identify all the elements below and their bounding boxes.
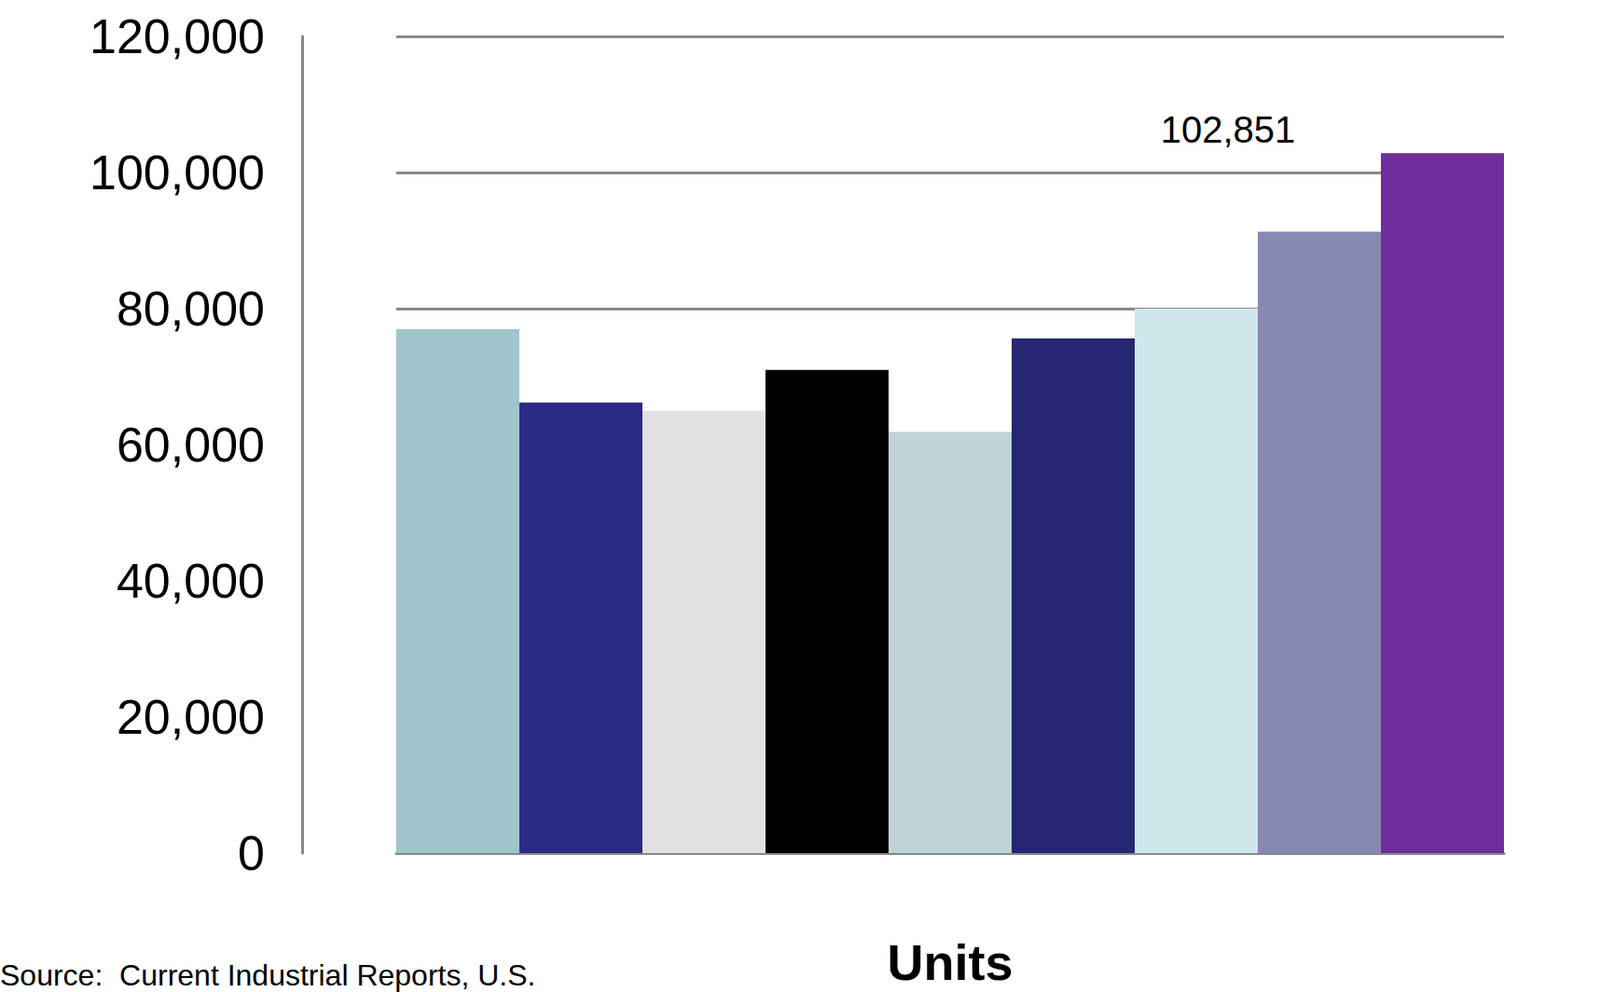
- svg-text:100,000: 100,000: [89, 145, 265, 200]
- svg-text:120,000: 120,000: [89, 9, 265, 64]
- svg-text:20,000: 20,000: [116, 689, 265, 745]
- svg-text:60,000: 60,000: [116, 417, 265, 472]
- svg-text:80,000: 80,000: [116, 281, 265, 336]
- svg-text:40,000: 40,000: [116, 553, 265, 608]
- svg-text:102,851: 102,851: [1160, 109, 1297, 151]
- svg-text:Units: Units: [887, 934, 1014, 991]
- svg-text:0: 0: [237, 826, 265, 881]
- svg-text:Source: Current Industrial Re: Source: Current Industrial Reports, U.S.: [0, 958, 536, 992]
